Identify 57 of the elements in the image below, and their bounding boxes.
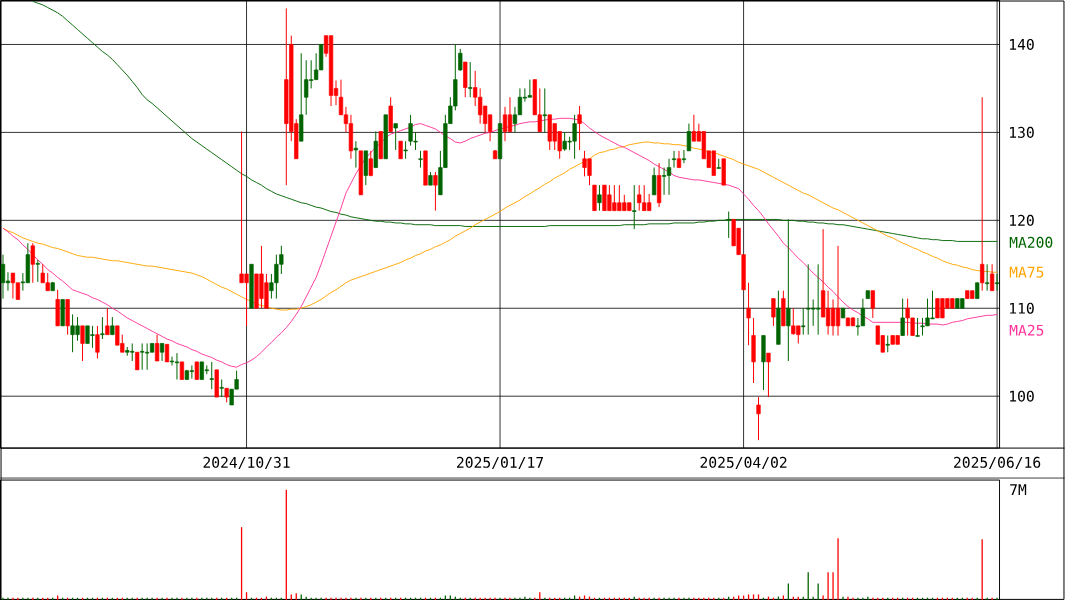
series-label: MA200 — [1009, 236, 1053, 248]
candlestick — [632, 184, 637, 230]
candlestick — [393, 122, 398, 151]
candlestick — [766, 352, 771, 398]
candlestick — [80, 325, 85, 362]
candlestick — [542, 87, 547, 133]
candlestick — [209, 361, 214, 390]
candlestick — [30, 242, 35, 284]
candlestick — [985, 263, 990, 291]
candlestick — [100, 316, 105, 340]
candlestick — [671, 150, 677, 168]
candlestick — [830, 298, 836, 336]
x-tick-label: 2025/06/16 — [954, 456, 1041, 469]
candlestick — [458, 48, 463, 72]
candlestick — [980, 96, 985, 291]
candlestick — [597, 184, 602, 211]
candlestick — [10, 272, 16, 299]
candlestick — [433, 171, 438, 211]
y-tick-label: 100 — [1010, 390, 1034, 402]
candlestick — [0, 253, 6, 299]
candlestick — [801, 307, 806, 335]
candlestick — [507, 96, 513, 133]
candlestick — [502, 106, 508, 142]
candlestick — [35, 259, 40, 283]
y-tick-label: 110 — [1010, 302, 1034, 314]
x-tick-label: 2025/04/02 — [700, 456, 787, 469]
candlestick — [95, 325, 100, 359]
candlestick — [825, 289, 831, 335]
candlestick — [154, 333, 160, 362]
candlestick — [994, 273, 1000, 291]
candlestick — [771, 297, 776, 327]
candlestick — [900, 297, 905, 336]
candlestick — [368, 150, 373, 177]
text: 7M — [1010, 484, 1027, 495]
candlestick — [989, 263, 995, 291]
candlestick — [756, 396, 761, 441]
series-label: MA75 — [1009, 266, 1044, 278]
candlestick — [577, 105, 582, 151]
candlestick — [468, 61, 473, 98]
candlestick — [835, 245, 841, 336]
candlestick — [746, 282, 751, 346]
candlestick — [870, 289, 875, 319]
x-tick-label: 2024/10/31 — [203, 456, 290, 469]
y-tick-label: 130 — [1010, 126, 1034, 138]
candlestick — [174, 352, 180, 380]
candlestick — [105, 307, 110, 335]
candlestick — [651, 166, 657, 196]
x-tick-label: 2025/01/17 — [457, 456, 544, 469]
y-tick-label: 140 — [1010, 38, 1034, 50]
y-tick-label: 120 — [1010, 214, 1034, 226]
candlestick — [169, 355, 175, 366]
candlestick — [915, 317, 920, 337]
candlestick — [353, 140, 359, 168]
series-label: MA25 — [1009, 324, 1044, 336]
candlestick — [666, 158, 672, 196]
candlestick — [726, 210, 731, 239]
candlestick — [691, 114, 697, 142]
